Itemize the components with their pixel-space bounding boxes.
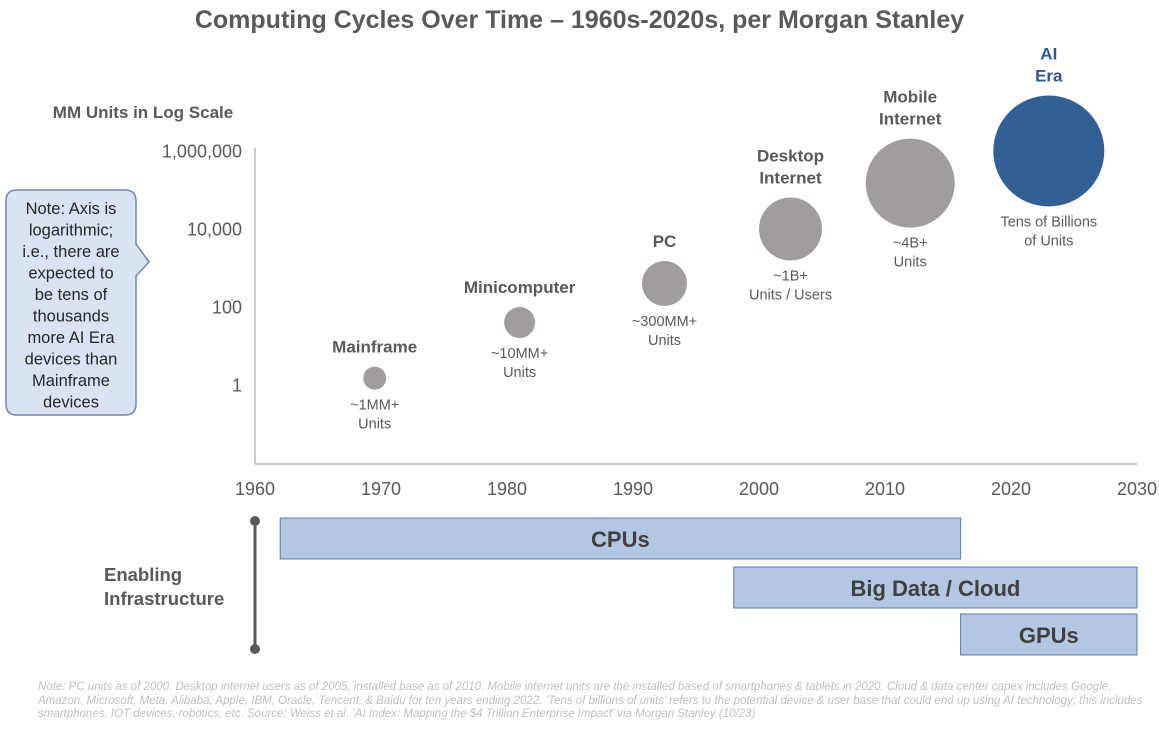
- bubble-sublabel-line-2: Units: [648, 333, 681, 349]
- bubble-name-line-1: AI: [1040, 45, 1057, 64]
- x-tick-label: 1960: [235, 479, 275, 499]
- bubble-name-line-1: Mainframe: [332, 338, 417, 357]
- x-tick-label: 1970: [361, 479, 401, 499]
- x-tick-label: 2020: [991, 479, 1031, 499]
- note-callout-line-10: devices: [43, 394, 99, 412]
- note-callout: Note: Axis is logarithmic; i.e., there are…: [5, 189, 150, 416]
- timeline-end-dot: [250, 644, 260, 654]
- bubble-sublabel: ~10MM+ Units: [491, 346, 548, 381]
- y-tick-label: 1,000,000: [162, 142, 242, 162]
- bubble-name-line-1: Minicomputer: [464, 278, 576, 297]
- bubble-name-line-2: Internet: [759, 169, 822, 188]
- bubble-sublabel-line-2: Units: [503, 365, 536, 381]
- bubble-sublabel-line-1: ~300MM+: [632, 314, 697, 330]
- x-tick-label: 2010: [865, 479, 905, 499]
- bubble-sublabel-line-1: Tens of Billions: [1000, 215, 1097, 231]
- bubble-name-line-1: PC: [653, 232, 677, 251]
- note-callout-line-1: Note: Axis is: [26, 200, 117, 218]
- bubble-name-label: PC: [653, 232, 677, 251]
- infrastructure-bar-label: Big Data / Cloud: [850, 576, 1020, 601]
- bubble-sublabel-line-2: Units: [358, 417, 391, 433]
- bubble-sublabel: ~1MM+ Units: [350, 398, 399, 433]
- bubble-name-label: AI Era: [1035, 45, 1063, 86]
- bubble-point: [759, 197, 822, 261]
- bubble-name-label: Mobile Internet: [879, 88, 942, 129]
- note-callout-line-8: devices than: [25, 351, 118, 369]
- bubble-name-line-1: Desktop: [757, 147, 824, 166]
- bubble-name-label: Desktop Internet: [757, 147, 824, 188]
- bubble-point: [363, 366, 387, 390]
- note-callout-line-2: logarithmic;: [29, 222, 113, 240]
- bubble-name-line-2: Era: [1035, 67, 1063, 86]
- bubble-sublabel-line-2: Units: [894, 255, 927, 271]
- bubble-sublabel-line-1: ~4B+: [893, 236, 928, 252]
- x-tick-label: 2030: [1117, 479, 1157, 499]
- bubble-sublabel-line-2: of Units: [1024, 234, 1073, 250]
- bubble-name-label: Mainframe: [332, 338, 417, 357]
- chart-bubbles: Mainframe ~1MM+ Units Minicomputer ~10MM+ Uni…: [332, 45, 1105, 433]
- bubble-sublabel-line-1: ~1MM+: [350, 398, 399, 414]
- chart-title: Computing Cycles Over Time – 1960s-2020s…: [194, 6, 965, 34]
- bubble-sublabel: ~1B+ Units / Users: [749, 269, 832, 304]
- y-tick-label: 100: [212, 298, 242, 318]
- note-callout-line-4: expected to: [28, 265, 113, 283]
- chart-axes: MM Units in Log Scale 1 100 10,000 1,000,000…: [53, 103, 1157, 499]
- bubble-point: [504, 307, 536, 339]
- infrastructure-label-line-1: Enabling: [104, 564, 182, 585]
- bubble-point: [993, 95, 1105, 207]
- footnote: Note: PC units as of 2000. Desktop inter…: [38, 681, 1143, 720]
- x-tick-label: 1990: [613, 479, 653, 499]
- bubble-name-label: Minicomputer: [464, 278, 576, 297]
- bubble-point: [642, 261, 687, 307]
- infrastructure-bar: [279, 517, 962, 560]
- bubble-sublabel-line-1: ~1B+: [773, 269, 808, 285]
- note-callout-text: Note: Axis is logarithmic; i.e., there are…: [22, 200, 119, 412]
- note-callout-line-6: thousands: [33, 308, 109, 326]
- note-callout-line-3: i.e., there are: [22, 243, 119, 261]
- y-axis-label: MM Units in Log Scale: [53, 103, 233, 122]
- bubble-sublabel: ~300MM+ Units: [632, 314, 697, 349]
- x-tick-label: 1980: [487, 479, 527, 499]
- infrastructure-bar: [960, 613, 1138, 656]
- bubble-name-line-1: Mobile: [883, 88, 937, 107]
- bubble-sublabel: ~4B+ Units: [893, 236, 928, 271]
- timeline-start-dot: [250, 516, 260, 526]
- y-tick-label: 10,000: [187, 220, 242, 240]
- note-callout-line-5: be tens of: [35, 286, 108, 304]
- x-tick-label: 2000: [739, 479, 779, 499]
- infrastructure-section: Enabling Infrastructure CPUs Big Data / Clo…: [104, 516, 1138, 656]
- bubble-sublabel-line-1: ~10MM+: [491, 346, 548, 362]
- bubble-sublabel-line-2: Units / Users: [749, 288, 832, 304]
- infrastructure-label: Enabling Infrastructure: [104, 564, 224, 609]
- infrastructure-bar-label: GPUs: [1019, 623, 1079, 648]
- infrastructure-bar: [733, 566, 1138, 609]
- infrastructure-bar-label: CPUs: [591, 527, 650, 552]
- y-tick-label: 1: [232, 376, 242, 396]
- note-callout-line-7: more AI Era: [27, 329, 115, 347]
- note-callout-line-9: Mainframe: [32, 372, 110, 390]
- bubble-point: [865, 138, 955, 228]
- bubble-sublabel: Tens of Billions of Units: [1000, 215, 1097, 250]
- bubble-name-line-2: Internet: [879, 110, 942, 129]
- infrastructure-label-line-2: Infrastructure: [104, 588, 224, 609]
